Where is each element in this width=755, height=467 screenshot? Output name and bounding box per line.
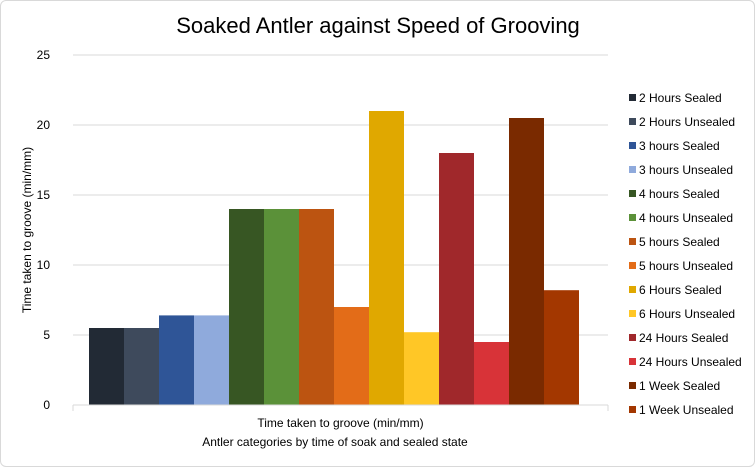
legend-swatch <box>629 406 636 413</box>
legend-label: 5 hours Unsealed <box>639 259 733 273</box>
x-axis-label: Antler categories by time of soak and se… <box>202 435 468 449</box>
legend-item: 5 hours Unsealed <box>629 259 733 273</box>
chart-title: Soaked Antler against Speed of Grooving <box>176 13 580 38</box>
legend-swatch <box>629 190 636 197</box>
legend-swatch <box>629 94 636 101</box>
legend-swatch <box>629 310 636 317</box>
legend-item: 2 Hours Unsealed <box>629 115 735 129</box>
x-axis-ticks: Time taken to groove (min/mm) <box>72 405 609 430</box>
legend-item: 1 Week Sealed <box>629 379 720 393</box>
y-tick-label: 0 <box>43 398 50 412</box>
bar-1-week-sealed <box>509 118 544 405</box>
legend-label: 3 hours Unsealed <box>639 163 733 177</box>
legend-label: 1 Week Unsealed <box>639 403 734 417</box>
legend-swatch <box>629 142 636 149</box>
legend-item: 24 Hours Sealed <box>629 331 728 345</box>
bar-1-week-unsealed <box>544 290 579 405</box>
legend-label: 3 hours Sealed <box>639 139 720 153</box>
legend-swatch <box>629 262 636 269</box>
legend-label: 4 hours Unsealed <box>639 211 733 225</box>
legend-swatch <box>629 118 636 125</box>
x-tick-label: Time taken to groove (min/mm) <box>257 416 423 430</box>
legend-item: 6 Hours Unsealed <box>629 307 735 321</box>
legend: 2 Hours Sealed 2 Hours Unsealed 3 hours Se… <box>629 91 742 417</box>
bar-24-hours-unsealed <box>474 342 509 405</box>
legend-swatch <box>629 238 636 245</box>
legend-swatch <box>629 334 636 341</box>
legend-item: 2 Hours Sealed <box>629 91 722 105</box>
bar-3-hours-sealed <box>159 315 194 405</box>
y-axis-ticks: 0 5 10 15 20 25 <box>37 48 51 412</box>
legend-label: 1 Week Sealed <box>639 379 720 393</box>
bar-5-hours-unsealed <box>334 307 369 405</box>
bar-5-hours-sealed <box>299 209 334 405</box>
legend-label: 24 Hours Unsealed <box>639 355 742 369</box>
legend-label: 4 hours Sealed <box>639 187 720 201</box>
legend-item: 4 hours Unsealed <box>629 211 733 225</box>
bar-6-hours-sealed <box>369 111 404 405</box>
legend-label: 2 Hours Sealed <box>639 91 722 105</box>
legend-item: 3 hours Unsealed <box>629 163 733 177</box>
legend-item: 5 hours Sealed <box>629 235 720 249</box>
bar-4-hours-unsealed <box>264 209 299 405</box>
legend-label: 2 Hours Unsealed <box>639 115 735 129</box>
legend-swatch <box>629 286 636 293</box>
legend-label: 6 Hours Sealed <box>639 283 722 297</box>
legend-item: 6 Hours Sealed <box>629 283 722 297</box>
y-tick-label: 5 <box>43 328 50 342</box>
legend-item: 4 hours Sealed <box>629 187 720 201</box>
y-tick-label: 25 <box>37 48 51 62</box>
legend-item: 1 Week Unsealed <box>629 403 734 417</box>
bar-2-hours-sealed <box>89 328 124 405</box>
bar-4-hours-sealed <box>229 209 264 405</box>
bar-3-hours-unsealed <box>194 315 229 405</box>
legend-swatch <box>629 214 636 221</box>
bar-24-hours-sealed <box>439 153 474 405</box>
legend-label: 5 hours Sealed <box>639 235 720 249</box>
bar-2-hours-unsealed <box>124 328 159 405</box>
legend-swatch <box>629 358 636 365</box>
bar-6-hours-unsealed <box>404 332 439 405</box>
legend-swatch <box>629 382 636 389</box>
legend-label: 24 Hours Sealed <box>639 331 728 345</box>
y-axis-label: Time taken to groove (min/mm) <box>20 147 34 313</box>
y-tick-label: 10 <box>37 258 51 272</box>
bars <box>89 111 579 405</box>
legend-item: 3 hours Sealed <box>629 139 720 153</box>
y-tick-label: 20 <box>37 118 51 132</box>
legend-swatch <box>629 166 636 173</box>
y-tick-label: 15 <box>37 188 51 202</box>
legend-item: 24 Hours Unsealed <box>629 355 742 369</box>
legend-label: 6 Hours Unsealed <box>639 307 735 321</box>
